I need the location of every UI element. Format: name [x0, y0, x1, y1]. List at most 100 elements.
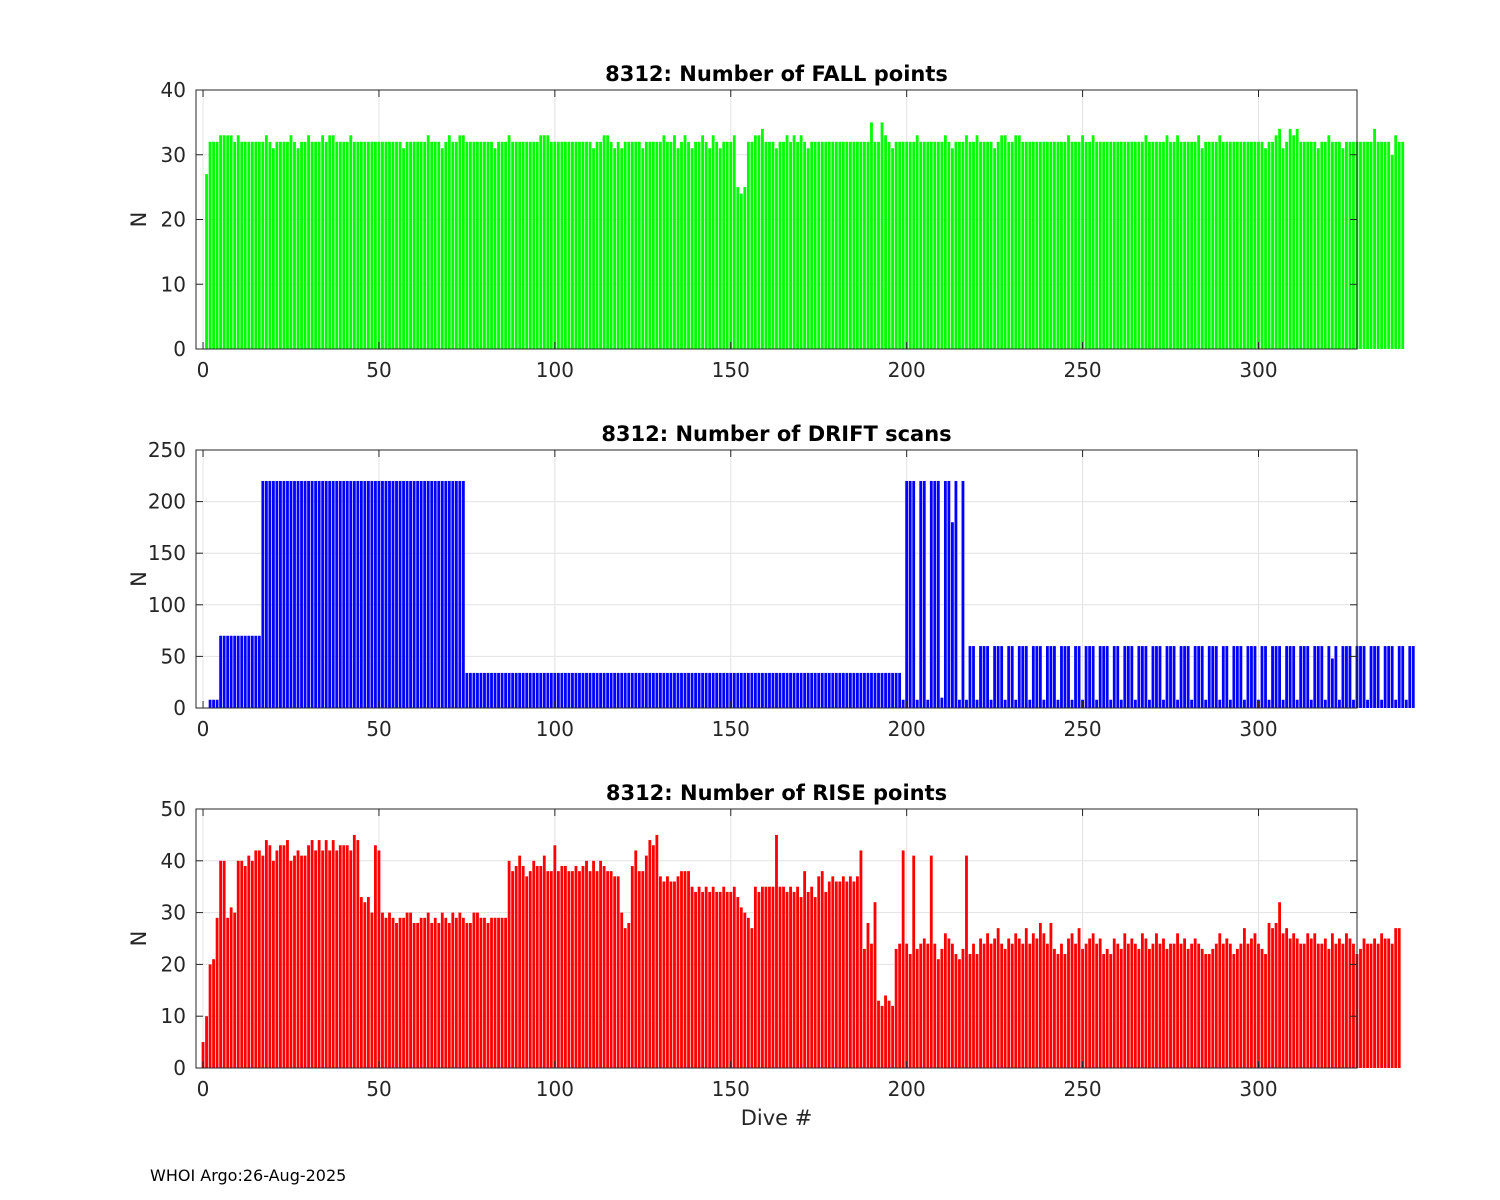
- bar: [891, 1005, 894, 1068]
- bar: [1056, 699, 1060, 708]
- bar: [257, 635, 261, 708]
- bar: [1376, 141, 1380, 349]
- bar: [810, 672, 814, 708]
- bar: [1274, 135, 1278, 349]
- bar: [834, 881, 838, 1068]
- bar: [493, 148, 497, 349]
- bar: [1067, 646, 1070, 708]
- bar: [680, 871, 683, 1068]
- bar: [1070, 699, 1074, 708]
- bar: [968, 954, 972, 1068]
- bar: [215, 141, 219, 349]
- bar: [1007, 938, 1011, 1068]
- bar: [381, 480, 384, 708]
- bar: [556, 871, 560, 1068]
- bar: [1119, 699, 1123, 708]
- bar: [915, 135, 919, 349]
- bar: [1232, 141, 1236, 349]
- bar: [1221, 141, 1225, 349]
- bar: [1172, 943, 1176, 1068]
- bar: [1211, 141, 1215, 349]
- bar: [374, 141, 377, 349]
- bar: [461, 480, 465, 708]
- bar: [535, 865, 539, 1068]
- bar: [1313, 933, 1317, 1068]
- bar: [539, 135, 543, 349]
- bar: [1207, 954, 1211, 1068]
- bar: [623, 672, 627, 708]
- bar: [651, 141, 655, 349]
- bar: [1366, 943, 1369, 1068]
- bar: [908, 141, 912, 349]
- bar: [746, 141, 750, 349]
- bar: [616, 141, 620, 349]
- bar: [996, 928, 1000, 1068]
- bar: [947, 938, 951, 1068]
- bar: [1074, 141, 1077, 349]
- bar: [1338, 699, 1341, 708]
- bar: [571, 871, 574, 1068]
- bar: [1341, 646, 1345, 708]
- bar: [1148, 699, 1151, 708]
- bar: [261, 855, 265, 1068]
- bar: [1313, 646, 1317, 708]
- bar: [1281, 699, 1285, 708]
- bar: [1091, 933, 1095, 1068]
- footer-credit: WHOI Argo:26-Aug-2025: [150, 1166, 347, 1185]
- axes-box: [195, 808, 1358, 1069]
- bar: [419, 480, 423, 708]
- bar: [810, 141, 814, 349]
- bar: [658, 672, 662, 708]
- bar: [623, 141, 627, 349]
- bar: [810, 886, 814, 1068]
- x-tick-label: 100: [536, 358, 574, 382]
- bar: [620, 148, 624, 349]
- bar: [1306, 646, 1310, 708]
- bar: [307, 135, 310, 349]
- bar: [1267, 699, 1271, 708]
- bar: [1250, 141, 1253, 349]
- bar: [578, 871, 581, 1068]
- bar: [796, 672, 800, 708]
- bar: [1105, 141, 1109, 349]
- chart-panel-1: 0 50 100 150 200 250 300 0 10 20 30 40 8312: Number …: [127, 62, 1405, 382]
- bar: [841, 141, 845, 349]
- bar: [736, 672, 740, 708]
- bar: [644, 672, 648, 708]
- bar: [669, 672, 673, 708]
- bar: [1000, 135, 1004, 349]
- bar: [391, 480, 395, 708]
- bar: [236, 135, 240, 349]
- bar: [669, 881, 673, 1068]
- bar: [651, 845, 655, 1068]
- bar: [1348, 938, 1352, 1068]
- bar: [324, 480, 328, 708]
- bar: [497, 917, 500, 1068]
- bar: [1334, 646, 1338, 708]
- bar: [722, 141, 726, 349]
- bar: [929, 480, 933, 708]
- bar: [912, 480, 916, 708]
- bar: [1144, 646, 1148, 708]
- bar: [1056, 141, 1060, 349]
- bar: [314, 480, 318, 708]
- bar: [1095, 699, 1099, 708]
- bar: [701, 135, 705, 349]
- bar: [581, 141, 585, 349]
- bar: [1179, 646, 1183, 708]
- bar: [1369, 943, 1373, 1068]
- bar: [1053, 948, 1056, 1068]
- bar: [381, 912, 384, 1068]
- bar: [1193, 646, 1197, 708]
- bar: [405, 141, 409, 349]
- bar: [1366, 141, 1369, 349]
- bar: [739, 907, 743, 1068]
- bar: [873, 141, 877, 349]
- bar: [673, 672, 676, 708]
- bar: [648, 672, 652, 708]
- bar: [1028, 943, 1032, 1068]
- bar: [1320, 646, 1324, 708]
- bar: [1063, 954, 1067, 1068]
- bar: [824, 891, 828, 1068]
- bar: [335, 850, 339, 1068]
